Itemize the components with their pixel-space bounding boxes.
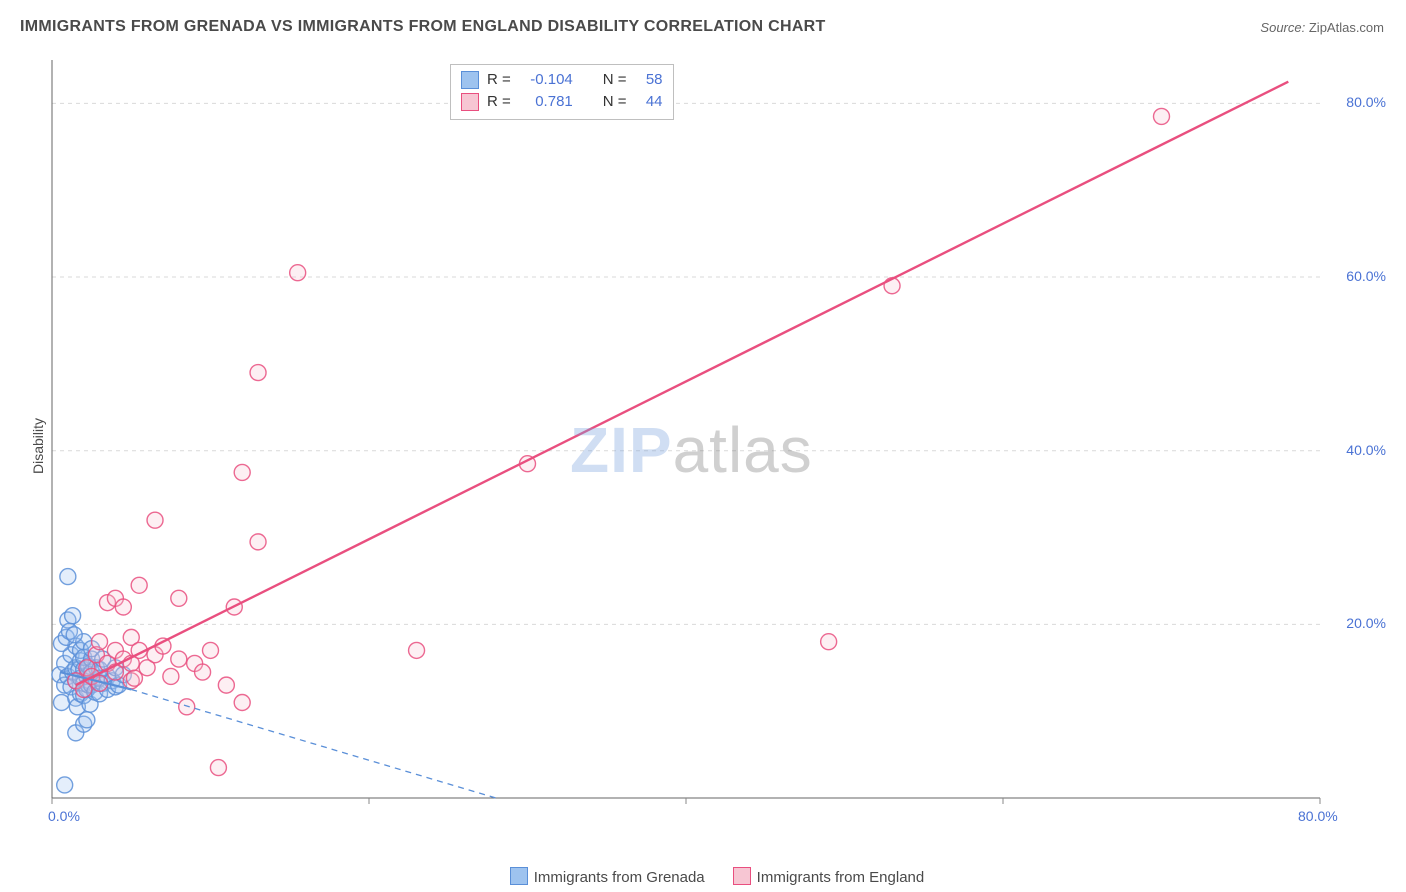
chart-title: IMMIGRANTS FROM GRENADA VS IMMIGRANTS FR… — [20, 18, 826, 36]
x-tick-right: 80.0% — [1298, 808, 1338, 824]
n-value: 58 — [635, 69, 663, 91]
r-value: -0.104 — [519, 69, 573, 91]
stats-row: R = 0.781 N = 44 — [461, 91, 663, 113]
stats-legend-box: R = -0.104 N = 58 R = 0.781 N = 44 — [450, 64, 674, 120]
legend-swatch — [733, 867, 751, 885]
r-value: 0.781 — [519, 91, 573, 113]
y-tick-label: 80.0% — [1346, 94, 1386, 110]
r-label: R = — [487, 91, 511, 113]
n-value: 44 — [635, 91, 663, 113]
stats-row: R = -0.104 N = 58 — [461, 69, 663, 91]
source-value: ZipAtlas.com — [1309, 20, 1384, 35]
legend-swatch — [510, 867, 528, 885]
chart-container: IMMIGRANTS FROM GRENADA VS IMMIGRANTS FR… — [0, 0, 1406, 892]
legend-label: Immigrants from England — [757, 869, 925, 886]
y-tick-label: 60.0% — [1346, 268, 1386, 284]
r-label: R = — [487, 69, 511, 91]
legend-swatch — [461, 71, 479, 89]
bottom-legend: Immigrants from Grenada Immigrants from E… — [0, 867, 1406, 886]
legend-label: Immigrants from Grenada — [534, 869, 705, 886]
y-tick-label: 40.0% — [1346, 442, 1386, 458]
plot-area: ZIPatlas R =-0.104N =58R =0.781N =44 20.… — [50, 58, 1390, 828]
y-tick-label: 20.0% — [1346, 615, 1386, 631]
source-attribution: Source: ZipAtlas.com — [1260, 20, 1384, 35]
chart-svg — [50, 58, 1390, 828]
n-label: N = — [603, 69, 627, 91]
n-label: N = — [603, 91, 627, 113]
y-axis-label: Disability — [30, 418, 46, 474]
x-tick-left: 0.0% — [48, 808, 80, 824]
source-label: Source: — [1260, 20, 1305, 35]
legend-swatch — [461, 93, 479, 111]
